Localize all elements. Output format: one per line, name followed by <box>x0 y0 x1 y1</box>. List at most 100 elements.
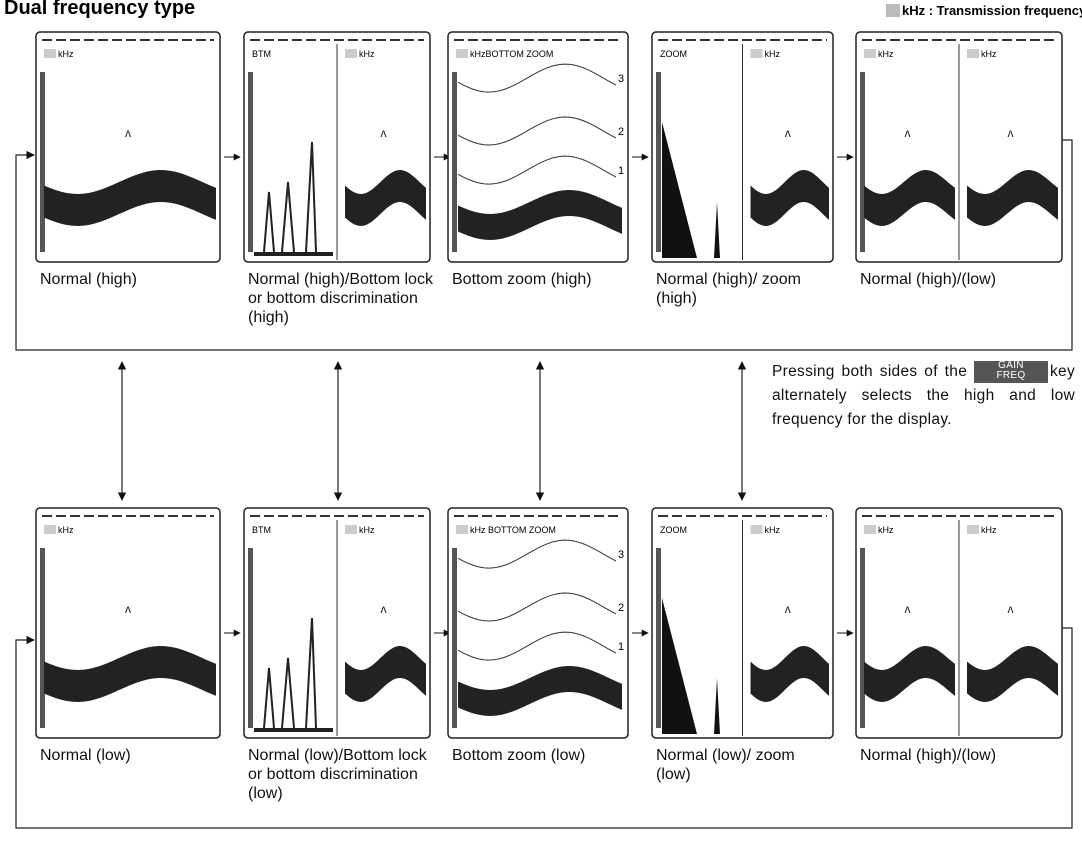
caption: Normal (low)/ zoom (low) <box>656 747 795 783</box>
scale-label: 2 <box>618 126 624 138</box>
scale-label: 3 <box>618 73 624 85</box>
bottom-echo <box>864 646 955 702</box>
fish-mark: ʌ <box>785 126 791 140</box>
bottom-echo <box>345 646 426 702</box>
bottom-echo <box>458 666 622 716</box>
pane-label: BTM <box>252 525 271 535</box>
pane-label: kHz BOTTOM ZOOM <box>470 525 556 535</box>
scale-label: 2 <box>618 602 624 614</box>
legend-swatch <box>886 4 900 17</box>
fish-mark: ʌ <box>905 126 911 140</box>
khz-swatch <box>456 49 468 58</box>
bottom-echo <box>750 170 829 226</box>
note-text: key alternately selects the high and low… <box>772 363 1076 428</box>
fish-mark: ʌ <box>381 602 387 616</box>
connectors <box>15 139 1073 829</box>
depth-line <box>457 63 617 93</box>
khz-swatch <box>44 49 56 58</box>
bottom-echo <box>458 190 622 240</box>
color-bar <box>248 548 253 728</box>
color-bar <box>40 548 45 728</box>
khz-swatch <box>967 525 979 534</box>
key-bottom: FREQ <box>996 369 1026 381</box>
caption: Bottom zoom (high) <box>452 271 592 288</box>
fish-mark: ʌ <box>785 602 791 616</box>
caption: Normal (high)/(low) <box>860 271 997 288</box>
color-bar <box>40 72 45 252</box>
khz-swatch <box>750 49 763 58</box>
pane-label: kHzBOTTOM ZOOM <box>470 49 553 59</box>
pane-label: kHz <box>359 525 375 535</box>
color-bar <box>656 72 661 252</box>
caption: Normal (low) <box>40 747 131 764</box>
screen <box>35 507 221 739</box>
pane-label: ZOOM <box>660 49 687 59</box>
color-bar <box>452 548 457 728</box>
pane-label: kHz <box>58 525 74 535</box>
pane-label: kHz <box>981 49 997 59</box>
zoom-echo <box>662 598 720 734</box>
khz-swatch <box>750 525 763 534</box>
bottom-echo <box>345 170 426 226</box>
depth-line <box>457 155 617 185</box>
khz-swatch <box>864 525 876 534</box>
echo-spikes <box>263 141 317 253</box>
bottom-echo <box>750 646 829 702</box>
khz-swatch <box>44 525 56 534</box>
pane-label: kHz <box>878 525 894 535</box>
bottom-echo <box>967 170 1058 226</box>
bottom-line <box>254 252 333 256</box>
caption: Normal (high)/ zoom (high) <box>656 271 801 307</box>
pane-label: kHz <box>981 525 997 535</box>
depth-line <box>457 116 617 146</box>
pane-label: kHz <box>878 49 894 59</box>
note-text: Pressing both sides of the <box>772 363 968 380</box>
khz-swatch <box>456 525 468 534</box>
fish-mark: ʌ <box>1008 602 1014 616</box>
bottom-line <box>254 728 333 732</box>
zoom-echo <box>662 122 720 258</box>
khz-swatch <box>864 49 876 58</box>
bottom-echo <box>864 170 955 226</box>
pane-label: kHz <box>359 49 375 59</box>
color-bar <box>452 72 457 252</box>
key-top: GAIN <box>998 359 1024 371</box>
legend: kHz : Transmission frequency <box>902 3 1082 18</box>
depth-line <box>457 539 617 569</box>
title: Dual frequency type <box>4 0 195 19</box>
pane-label: kHz <box>58 49 74 59</box>
pane-label: BTM <box>252 49 271 59</box>
color-bar <box>860 72 865 252</box>
pane-label: ZOOM <box>660 525 687 535</box>
note: Pressing both sides of the GAIN FREQ key a… <box>772 360 1075 432</box>
bottom-echo <box>967 646 1058 702</box>
caption: Normal (high) <box>40 271 137 288</box>
depth-line <box>457 592 617 622</box>
caption: Bottom zoom (low) <box>452 747 586 764</box>
depth-line <box>457 631 617 661</box>
fish-mark: ʌ <box>905 602 911 616</box>
caption: Normal (high)/(low) <box>860 747 997 764</box>
bottom-echo <box>44 170 216 226</box>
screen <box>35 31 221 263</box>
scale-label: 3 <box>618 549 624 561</box>
fish-mark: ʌ <box>1008 126 1014 140</box>
pane-label: kHz <box>765 49 781 59</box>
gain-freq-key: GAIN FREQ <box>973 359 1048 383</box>
scale-label: 1 <box>618 165 624 177</box>
color-bar <box>656 548 661 728</box>
echo-spikes <box>263 617 317 729</box>
fish-mark: ʌ <box>125 602 131 616</box>
bottom-echo <box>44 646 216 702</box>
scale-label: 1 <box>618 641 624 653</box>
caption: Normal (high)/Bottom lock or bottom disc… <box>248 271 433 326</box>
fish-mark: ʌ <box>381 126 387 140</box>
khz-swatch <box>967 49 979 58</box>
pane-label: kHz <box>765 525 781 535</box>
color-bar <box>860 548 865 728</box>
caption: Normal (low)/Bottom lock or bottom discr… <box>248 747 427 802</box>
fish-mark: ʌ <box>125 126 131 140</box>
khz-swatch <box>345 49 357 58</box>
